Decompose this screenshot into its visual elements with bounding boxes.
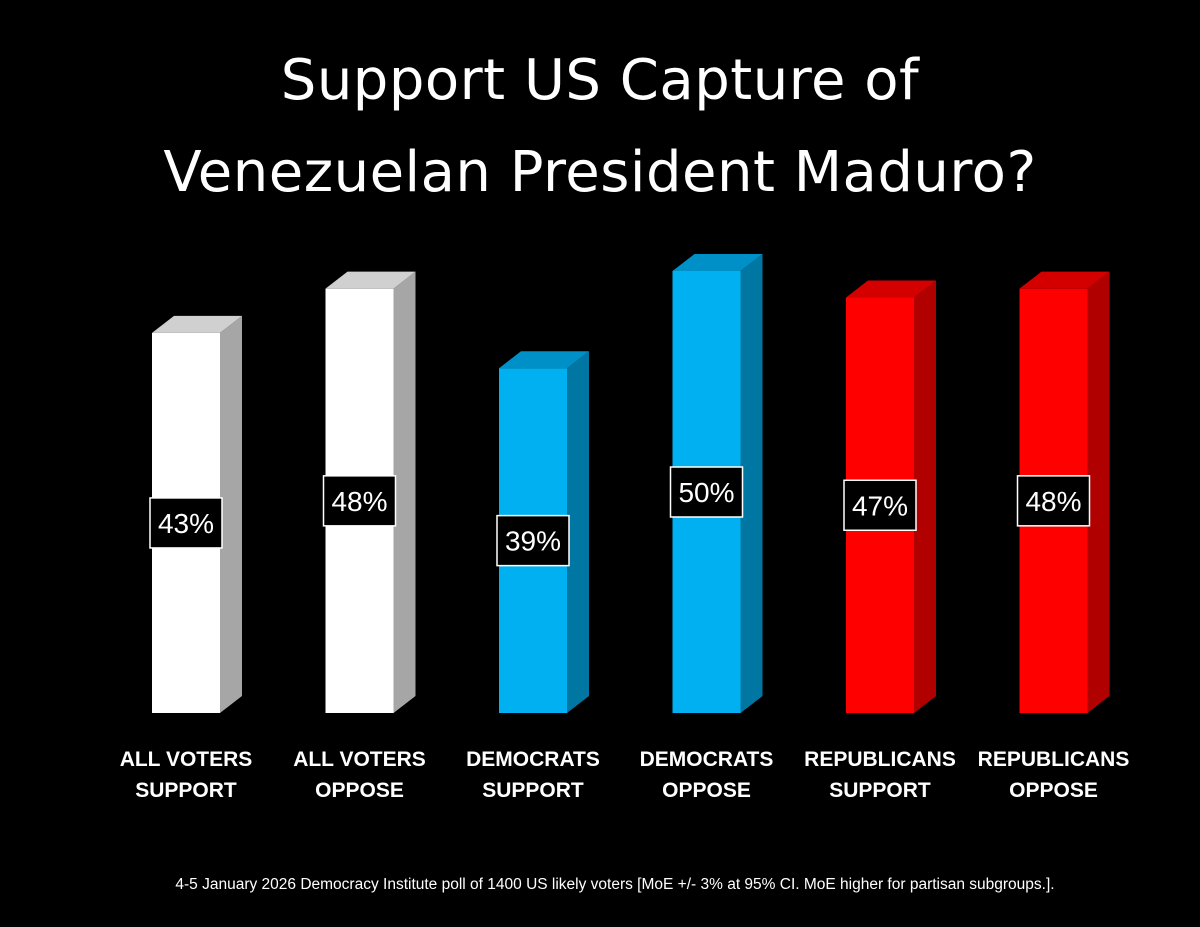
bar-1: 48% bbox=[322, 271, 416, 713]
category-label-3-line-0: DEMOCRATS bbox=[639, 748, 774, 771]
bar-0: 43% bbox=[149, 315, 242, 713]
value-label-box-2 bbox=[496, 514, 570, 567]
bar-3: 50% bbox=[669, 254, 763, 713]
category-label-3: DEMOCRATS OPPOSE bbox=[617, 744, 797, 806]
value-label-box-3 bbox=[669, 466, 744, 518]
category-label-2-line-0: DEMOCRATS bbox=[466, 748, 600, 771]
bar-side-1 bbox=[393, 271, 416, 713]
chart-title-line-2: Venezuelan President Maduro? bbox=[163, 140, 1037, 205]
value-label-box-5 bbox=[1016, 475, 1091, 527]
category-label-0-line-0: ALL VOTERS bbox=[119, 748, 253, 771]
bar-top-0 bbox=[152, 315, 242, 333]
bar-top-1 bbox=[325, 271, 416, 289]
bar-2: 39% bbox=[496, 351, 589, 713]
value-label-box-4 bbox=[843, 479, 917, 532]
bar-4: 47% bbox=[843, 280, 936, 713]
bar-top-4 bbox=[846, 280, 936, 298]
category-label-4: REPUBLICANS SUPPORT bbox=[790, 744, 970, 806]
value-label-1: 48% bbox=[331, 486, 387, 517]
category-label-5: REPUBLICANS OPPOSE bbox=[964, 744, 1144, 806]
category-label-1-line-0: ALL VOTERS bbox=[293, 748, 426, 771]
category-label-1-line-1: OPPOSE bbox=[315, 779, 404, 802]
chart-title-line-1: Support US Capture of bbox=[280, 48, 920, 113]
bar-side-2 bbox=[567, 351, 589, 713]
value-label-0: 43% bbox=[158, 508, 214, 539]
value-label-box-0 bbox=[149, 497, 223, 549]
value-label-2: 39% bbox=[505, 526, 561, 557]
value-label-5: 48% bbox=[1025, 486, 1081, 517]
bar-5: 48% bbox=[1016, 271, 1110, 713]
category-label-2-line-1: SUPPORT bbox=[482, 779, 584, 802]
category-label-0-line-1: SUPPORT bbox=[135, 779, 237, 802]
category-label-5-line-1: OPPOSE bbox=[1009, 779, 1098, 802]
value-label-4: 47% bbox=[852, 490, 908, 521]
category-label-2: DEMOCRATS SUPPORT bbox=[443, 744, 623, 806]
bar-top-2 bbox=[499, 351, 589, 369]
bar-side-0 bbox=[220, 315, 242, 713]
bar-side-5 bbox=[1087, 271, 1110, 713]
value-label-box-1 bbox=[322, 475, 397, 527]
category-label-4-line-0: REPUBLICANS bbox=[804, 748, 956, 771]
category-label-4-line-1: SUPPORT bbox=[829, 779, 931, 802]
chart-footnote: 4-5 January 2026 Democracy Institute pol… bbox=[175, 876, 1055, 893]
category-label-1: ALL VOTERS OPPOSE bbox=[270, 744, 450, 806]
bar-side-3 bbox=[740, 254, 763, 713]
value-label-3: 50% bbox=[678, 477, 734, 508]
category-label-5-line-0: REPUBLICANS bbox=[977, 748, 1130, 771]
bar-top-3 bbox=[672, 254, 763, 271]
bar-side-4 bbox=[914, 280, 936, 713]
category-label-0: ALL VOTERS SUPPORT bbox=[96, 744, 276, 806]
bar-top-5 bbox=[1019, 271, 1110, 289]
category-label-3-line-1: OPPOSE bbox=[662, 779, 751, 802]
